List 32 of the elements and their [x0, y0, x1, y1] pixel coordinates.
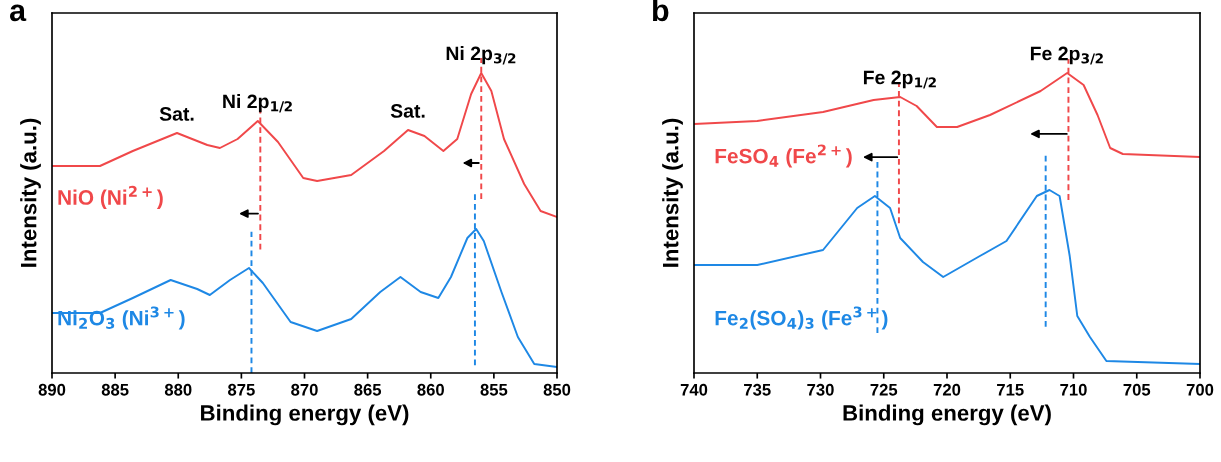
y-axis-title: Intensity (a.u.) [662, 118, 683, 267]
series-label: FeSO$_{4}$ (Fe$^{2+}$) [715, 144, 852, 168]
x-tick-label: 855 [480, 383, 508, 396]
annotation: Fe 2p$_{1/2}$ [863, 70, 936, 89]
x-tick-label: 870 [291, 383, 318, 396]
chart-title: a [9, 4, 27, 22]
x-tick-label: 735 [744, 383, 771, 396]
x-tick-label: 725 [870, 383, 898, 396]
x-tick-label: 885 [101, 383, 129, 396]
x-tick-label: 865 [354, 383, 382, 396]
x-tick-label: 700 [1186, 383, 1214, 396]
x-tick-label: 715 [997, 384, 1024, 396]
x-tick-label: 850 [543, 383, 571, 396]
x-tick-label: 705 [1123, 383, 1151, 396]
x-axis-title: Binding energy (eV) [201, 404, 409, 426]
x-axis-title: Binding energy (eV) [843, 404, 1051, 426]
x-tick-label: 720 [933, 383, 961, 396]
x-tick-label: 740 [680, 383, 708, 396]
annotation: Sat. [159, 107, 194, 121]
annotation: Fe 2p$_{3/2}$ [1030, 46, 1103, 65]
x-tick-label: 875 [228, 383, 255, 396]
x-tick-label: 880 [164, 383, 192, 396]
series-label: NiO (Ni$^{2+}$) [58, 185, 163, 209]
annotation: Ni 2p$_{3/2}$ [446, 46, 516, 65]
x-tick-label: 860 [417, 383, 444, 396]
x-tick-label: 710 [1060, 383, 1087, 396]
x-tick-label: 890 [38, 383, 66, 396]
annotation: Sat. [390, 104, 425, 118]
text: Fe$_{2}$(SO$_{4}$)$_{3}$ (Fe$^{3+}$) [715, 306, 888, 330]
annotation: Ni 2p$_{1/2}$ [223, 94, 292, 113]
y-axis-title: Intensity (a.u.) [20, 118, 41, 267]
x-tick-label: 730 [807, 383, 834, 396]
